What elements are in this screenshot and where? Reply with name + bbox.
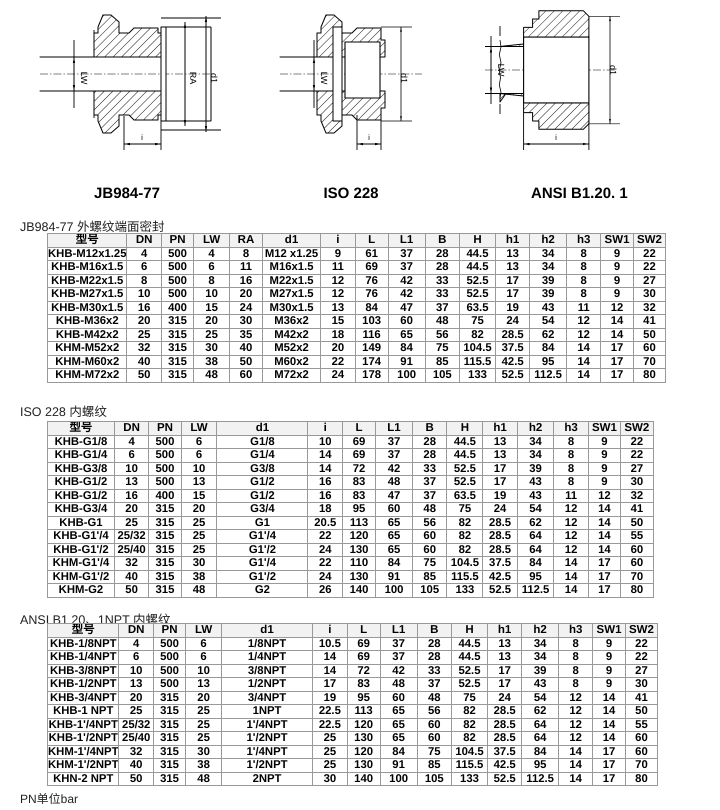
svg-text:d1: d1 [209,73,219,83]
svg-text:d1: d1 [608,65,618,75]
svg-text:i: i [141,133,143,142]
svg-text:i: i [555,133,557,142]
svg-text:LW: LW [496,64,506,77]
svg-text:RA: RA [188,72,198,85]
svg-text:d1: d1 [399,73,409,83]
svg-text:i: i [368,133,370,142]
svg-text:LW: LW [79,72,89,85]
svg-text:LW: LW [319,72,329,85]
